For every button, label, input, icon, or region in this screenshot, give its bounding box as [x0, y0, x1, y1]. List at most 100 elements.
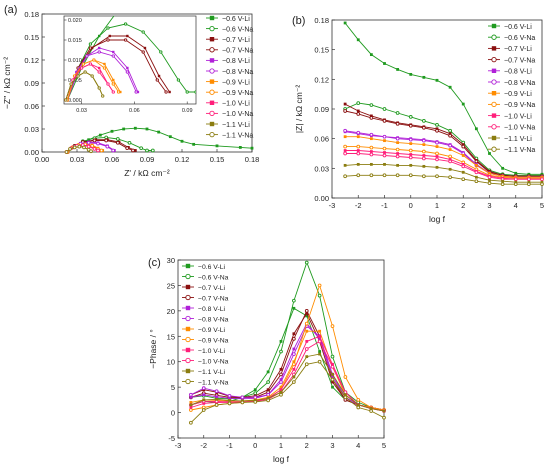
data-point — [435, 151, 439, 156]
data-point — [396, 68, 400, 71]
y-tick-label: 0 — [171, 409, 175, 418]
data-point — [356, 173, 361, 178]
legend-entry: −0.7 V-Na — [222, 48, 253, 55]
inset-y-tick-label: 0.020 — [68, 18, 82, 24]
legend-marker — [209, 15, 215, 21]
data-point — [215, 144, 219, 148]
data-point — [202, 393, 206, 397]
data-point — [131, 148, 135, 153]
y-tick-label: 15 — [167, 332, 175, 341]
legend-entry: −0.7 V-Li — [504, 46, 532, 53]
data-point — [448, 143, 452, 148]
data-point — [159, 50, 163, 54]
legend-entry: −0.6 V-Li — [198, 264, 226, 271]
data-point — [189, 395, 193, 399]
data-point — [540, 182, 544, 187]
data-point — [116, 90, 121, 94]
data-point — [487, 175, 492, 180]
data-point — [343, 375, 348, 379]
data-point — [356, 144, 361, 149]
data-point — [292, 67, 294, 69]
data-point — [189, 401, 193, 404]
legend-entry: −0.6 V-Li — [504, 24, 532, 31]
data-point — [228, 398, 231, 402]
x-tick-label: -3 — [175, 441, 182, 450]
data-point — [448, 158, 452, 161]
data-point — [136, 90, 140, 94]
legend-entry: −0.6 V-Li — [222, 16, 250, 23]
series-line — [345, 146, 542, 179]
data-point — [382, 134, 387, 139]
data-point — [90, 46, 94, 50]
y-tick-label: -5 — [168, 434, 175, 443]
legend-entry: −1.1 V-Na — [504, 147, 535, 154]
data-point — [145, 127, 149, 131]
x-tick-label: 0.03 — [70, 155, 85, 164]
data-point — [133, 149, 137, 152]
data-point — [88, 62, 93, 66]
data-point — [408, 137, 413, 142]
legend-marker — [185, 305, 191, 311]
x-tick-label: 3 — [487, 201, 491, 210]
data-point — [253, 395, 258, 400]
data-point — [318, 334, 322, 338]
data-point — [253, 388, 257, 392]
legend-marker — [491, 135, 497, 141]
data-point — [369, 132, 374, 137]
legend-marker — [185, 273, 191, 280]
data-point — [145, 148, 149, 153]
data-point — [317, 283, 322, 288]
x-tick-label: 0.15 — [210, 155, 225, 164]
data-point — [155, 78, 159, 82]
data-point — [356, 151, 361, 156]
data-point — [253, 391, 258, 396]
data-point — [111, 54, 115, 58]
y-tick-label: 0.09 — [24, 79, 39, 88]
x-axis-label: log f — [429, 214, 446, 224]
data-point — [369, 145, 374, 150]
data-point — [317, 293, 322, 298]
data-point — [304, 309, 309, 313]
data-point — [279, 390, 283, 394]
data-point — [514, 171, 518, 175]
data-point — [88, 42, 93, 46]
legend-marker — [185, 347, 191, 353]
data-point — [527, 180, 531, 184]
data-point — [292, 332, 296, 336]
data-point — [474, 175, 478, 179]
data-point — [408, 115, 413, 119]
data-point — [266, 392, 270, 397]
data-point — [356, 109, 360, 113]
legend-entry: −0.9 V-Na — [504, 102, 535, 109]
data-point — [101, 94, 105, 98]
data-point — [105, 144, 110, 149]
data-point — [99, 148, 104, 153]
legend-entry: −0.6 V-Na — [504, 35, 535, 42]
legend-entry: −0.9 V-Li — [504, 91, 532, 98]
data-point — [266, 398, 270, 403]
data-point — [382, 119, 387, 123]
data-point — [64, 98, 68, 102]
data-point — [369, 114, 373, 118]
y-tick-label: 20 — [167, 307, 175, 316]
x-tick-label: 3 — [330, 441, 334, 450]
data-point — [330, 377, 335, 382]
data-point — [110, 129, 114, 133]
legend-marker — [209, 79, 215, 84]
data-point — [189, 408, 193, 412]
data-point — [527, 177, 531, 182]
data-point — [279, 349, 283, 354]
y-tick-label: 0.09 — [314, 105, 329, 114]
data-point — [256, 59, 258, 61]
data-point — [514, 180, 518, 184]
data-point — [180, 139, 184, 143]
data-point — [189, 403, 193, 407]
data-point — [369, 53, 373, 57]
inset-y-tick-label: 0.010 — [68, 58, 82, 64]
data-point — [435, 165, 439, 169]
data-point — [194, 90, 196, 94]
data-point — [164, 90, 168, 94]
data-point — [356, 162, 360, 166]
legend-entry: −1.0 V-Li — [222, 101, 250, 108]
data-point — [435, 140, 439, 145]
